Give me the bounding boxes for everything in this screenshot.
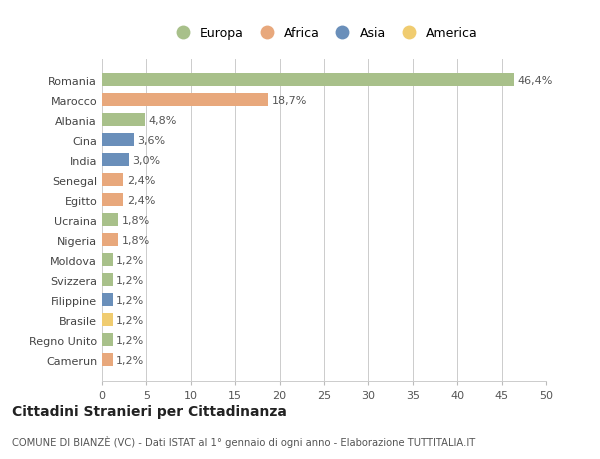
- Text: 2,4%: 2,4%: [127, 196, 155, 205]
- Bar: [102, 174, 124, 187]
- Bar: [102, 334, 113, 347]
- Text: 1,2%: 1,2%: [116, 355, 145, 365]
- Text: 1,8%: 1,8%: [122, 215, 150, 225]
- Text: 18,7%: 18,7%: [272, 96, 307, 106]
- Text: 2,4%: 2,4%: [127, 175, 155, 185]
- Bar: [102, 194, 124, 207]
- Bar: [102, 154, 128, 167]
- Bar: [102, 274, 113, 286]
- Text: COMUNE DI BIANZÈ (VC) - Dati ISTAT al 1° gennaio di ogni anno - Elaborazione TUT: COMUNE DI BIANZÈ (VC) - Dati ISTAT al 1°…: [12, 435, 475, 447]
- Bar: [102, 134, 134, 147]
- Text: 4,8%: 4,8%: [148, 116, 176, 126]
- Bar: [102, 74, 514, 87]
- Text: 46,4%: 46,4%: [518, 76, 553, 86]
- Text: 1,2%: 1,2%: [116, 255, 145, 265]
- Text: 1,2%: 1,2%: [116, 295, 145, 305]
- Text: 1,8%: 1,8%: [122, 235, 150, 245]
- Bar: [102, 353, 113, 366]
- Text: 1,2%: 1,2%: [116, 335, 145, 345]
- Text: 1,2%: 1,2%: [116, 315, 145, 325]
- Text: Cittadini Stranieri per Cittadinanza: Cittadini Stranieri per Cittadinanza: [12, 404, 287, 419]
- Legend: Europa, Africa, Asia, America: Europa, Africa, Asia, America: [170, 28, 478, 40]
- Bar: [102, 294, 113, 307]
- Bar: [102, 313, 113, 326]
- Bar: [102, 234, 118, 247]
- Bar: [102, 114, 145, 127]
- Bar: [102, 94, 268, 107]
- Bar: [102, 214, 118, 227]
- Text: 3,6%: 3,6%: [137, 135, 166, 146]
- Text: 1,2%: 1,2%: [116, 275, 145, 285]
- Text: 3,0%: 3,0%: [132, 156, 160, 166]
- Bar: [102, 254, 113, 267]
